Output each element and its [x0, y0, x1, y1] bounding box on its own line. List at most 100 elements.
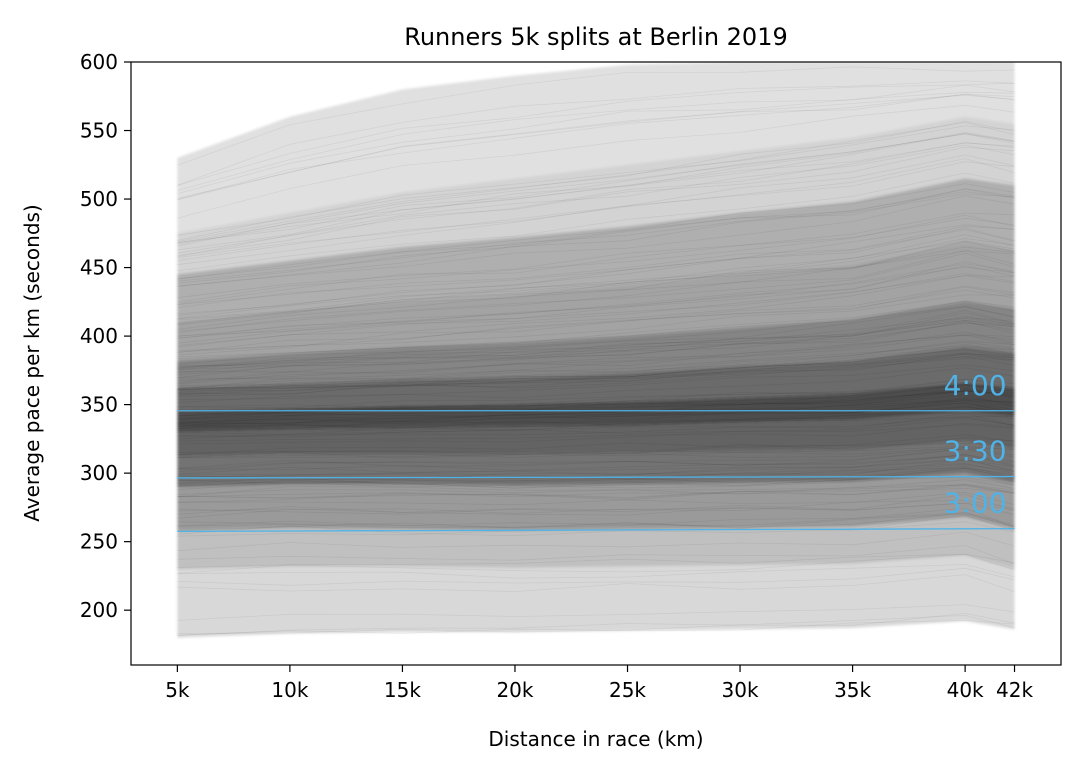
- runner-trace: [177, 502, 1015, 516]
- runner-trace: [177, 448, 1015, 469]
- runner-trace: [177, 212, 1015, 299]
- runner-trace: [177, 91, 1015, 195]
- y-tick-label: 550: [80, 119, 118, 143]
- runner-trace: [177, 383, 1015, 411]
- runner-trace: [177, 161, 1015, 266]
- density-band: [177, 555, 1015, 638]
- runner-trace: [177, 289, 1015, 356]
- runner-trace: [177, 479, 1015, 498]
- density-band: [177, 473, 1015, 531]
- runner-trace: [177, 458, 1015, 480]
- runner-trace: [177, 485, 1015, 499]
- runner-trace: [177, 93, 1015, 200]
- runner-density: [177, 62, 1015, 638]
- runner-trace: [177, 502, 1015, 519]
- x-tick-label: 15k: [384, 678, 421, 702]
- reference-lines: [177, 410, 1015, 533]
- runner-trace: [177, 448, 1015, 470]
- runner-trace: [177, 275, 1015, 348]
- runner-trace: [177, 240, 1015, 323]
- runner-trace: [177, 142, 1015, 251]
- reference-labels: 4:00 3:30 3:00: [944, 369, 1007, 520]
- runner-trace: [177, 352, 1015, 389]
- runner-trace: [177, 133, 1015, 247]
- runner-trace: [177, 341, 1015, 386]
- runner-trace: [177, 500, 1015, 515]
- runner-trace: [177, 484, 1015, 495]
- runner-trace: [177, 265, 1015, 337]
- runner-trace: [177, 188, 1015, 280]
- runner-trace: [177, 356, 1015, 392]
- runner-trace: [177, 402, 1015, 429]
- runner-trace: [177, 412, 1015, 432]
- density-band: [177, 116, 1015, 275]
- x-tick-label: 42k: [996, 678, 1033, 702]
- y-tick-label: 500: [80, 187, 118, 211]
- runner-trace: [177, 358, 1015, 395]
- runner-trace: [177, 574, 1015, 593]
- runner-trace: [177, 614, 1015, 634]
- runner-trace: [177, 225, 1015, 305]
- x-axis: 5k 10k 15k 20k 25k 30k 35k 40k 42k: [165, 665, 1033, 702]
- density-band: [177, 382, 1015, 432]
- runner-trace: [177, 343, 1015, 391]
- runner-trace: [177, 447, 1015, 458]
- runner-trace: [177, 564, 1015, 579]
- runner-trace: [177, 492, 1015, 506]
- runner-trace: [177, 453, 1015, 475]
- runner-trace: [177, 240, 1015, 326]
- runner-trace: [177, 483, 1015, 499]
- runner-trace: [177, 82, 1015, 186]
- runner-trace: [177, 142, 1015, 254]
- runner-trace: [177, 319, 1015, 376]
- runner-trace: [177, 402, 1015, 430]
- runner-trace: [177, 465, 1015, 486]
- density-band: [177, 441, 1015, 487]
- runner-trace: [177, 424, 1015, 445]
- y-axis: 200 250 300 350 400 450 500 550 600: [80, 50, 131, 622]
- runner-trace: [177, 104, 1015, 219]
- runner-trace: [177, 553, 1015, 574]
- y-axis-title: Average pace per km (seconds): [20, 204, 44, 521]
- runner-trace: [177, 312, 1015, 371]
- runner-trace: [177, 94, 1015, 201]
- runner-trace: [177, 434, 1015, 456]
- density-band: [177, 517, 1015, 570]
- runner-trace: [177, 66, 1015, 166]
- runner-trace: [177, 604, 1015, 621]
- runner-trace: [177, 345, 1015, 390]
- runner-trace: [177, 246, 1015, 321]
- runner-trace: [177, 250, 1015, 330]
- runner-trace: [177, 301, 1015, 358]
- density-band: [177, 62, 1015, 234]
- runner-trace: [177, 183, 1015, 280]
- runner-trace: [177, 227, 1015, 316]
- runner-trace: [177, 318, 1015, 368]
- runner-trace: [177, 462, 1015, 480]
- density-band: [177, 178, 1015, 323]
- runner-trace: [177, 454, 1015, 471]
- runner-trace: [177, 321, 1015, 373]
- runner-trace: [177, 494, 1015, 515]
- runner-trace: [177, 319, 1015, 368]
- runner-trace: [177, 214, 1015, 303]
- density-band: [177, 411, 1015, 457]
- runner-trace: [177, 121, 1015, 242]
- runner-trace: [177, 121, 1015, 241]
- runner-trace: [177, 348, 1015, 389]
- runner-trace: [177, 405, 1015, 430]
- y-tick-label: 600: [80, 50, 118, 74]
- runner-trace: [177, 459, 1015, 480]
- runner-trace: [177, 300, 1015, 360]
- runner-trace: [177, 158, 1015, 261]
- runner-trace: [177, 334, 1015, 380]
- runner-trace: [177, 442, 1015, 455]
- y-tick-label: 350: [80, 393, 118, 417]
- runner-trace: [177, 238, 1015, 319]
- runner-trace: [177, 445, 1015, 459]
- runner-trace: [177, 455, 1015, 473]
- runner-trace: [177, 422, 1015, 442]
- runner-trace: [177, 224, 1015, 308]
- reference-line: [177, 527, 1015, 533]
